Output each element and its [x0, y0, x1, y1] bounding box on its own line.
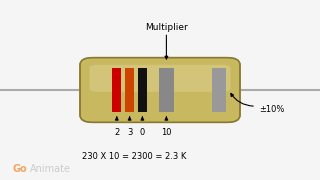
Text: 3: 3 — [127, 128, 132, 137]
Bar — [125, 68, 134, 112]
Text: ±10%: ±10% — [259, 105, 284, 114]
Text: Multiplier: Multiplier — [145, 23, 188, 32]
Text: Animate: Animate — [30, 164, 71, 174]
FancyBboxPatch shape — [212, 68, 226, 112]
Text: 230 X 10 = 2300 = 2.3 K: 230 X 10 = 2300 = 2.3 K — [82, 152, 187, 161]
Text: 2: 2 — [114, 128, 119, 137]
Bar — [159, 68, 173, 112]
Bar — [112, 68, 121, 112]
Bar — [138, 68, 147, 112]
FancyBboxPatch shape — [80, 58, 240, 122]
Text: 0: 0 — [140, 128, 145, 137]
FancyBboxPatch shape — [90, 65, 230, 92]
Text: Go: Go — [13, 164, 28, 174]
Text: 10: 10 — [161, 128, 172, 137]
